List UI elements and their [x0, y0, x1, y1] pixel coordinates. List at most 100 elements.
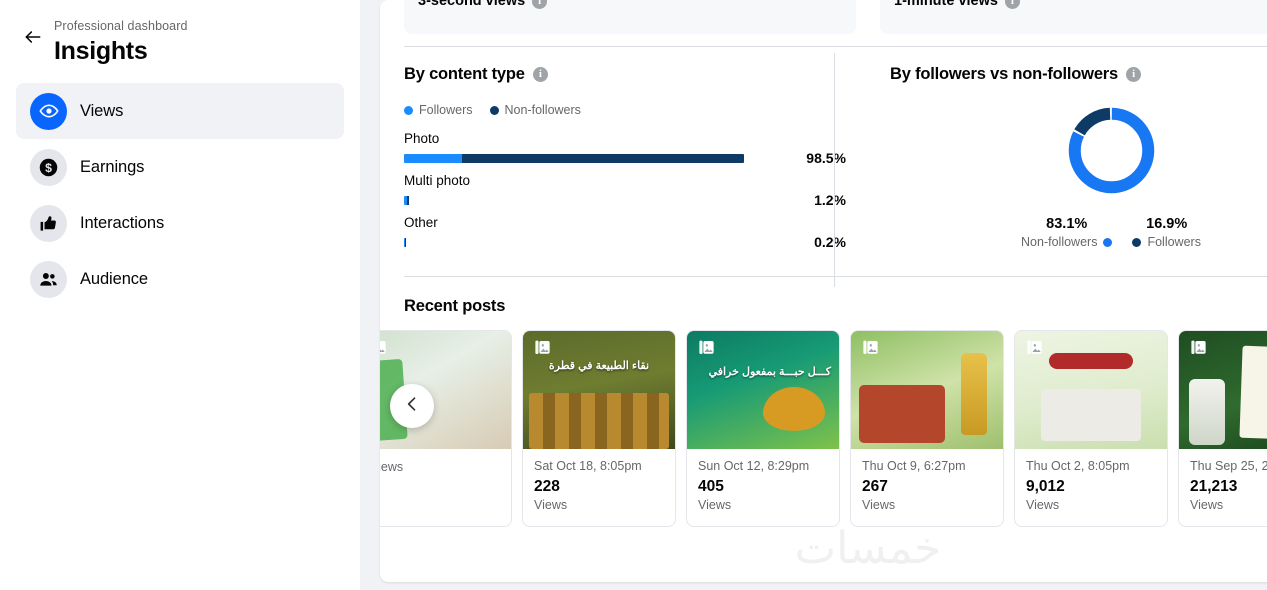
post-card[interactable]: كـــل حبـــة بمفعول خرافي [686, 330, 840, 527]
sidebar-item-earnings[interactable]: $ Earnings [16, 139, 344, 195]
main-content: 3-second views i 1-minute views i [380, 0, 1267, 590]
post-view-count: 267 [862, 478, 888, 495]
donut-chart: 83.1% Non-followers 16.9% [890, 102, 1267, 249]
metric-label: 1-minute views [894, 0, 998, 9]
post-thumbnail [851, 331, 1003, 449]
post-card[interactable]: Thu Oct 9, 6:27pm 267 Views [850, 330, 1004, 527]
content-type-bars: Photo 98.5% Multi pho [404, 128, 846, 250]
post-card[interactable]: Views [380, 330, 512, 527]
post-card-list: Views نقاء الطبيعة في قطرة [380, 330, 1267, 527]
bar-track [404, 237, 744, 247]
metric-card-1-minute-views[interactable]: 1-minute views i [880, 0, 1267, 34]
section-divider [404, 276, 1267, 277]
post-card[interactable]: نقاء الطبيعة في قطرة [522, 330, 676, 527]
photo-stack-icon [697, 339, 716, 358]
legend-item-followers: Followers [404, 103, 473, 117]
post-card[interactable]: Thu Oct 2, 8:05pm 9,012 Views [1014, 330, 1168, 527]
bar-value: 1.2% [814, 192, 846, 208]
donut-label: Non-followers [1021, 235, 1098, 249]
legend-label: Followers [419, 103, 473, 117]
metric-card-3-second-views[interactable]: 3-second views i [404, 0, 856, 34]
sidebar-item-interactions[interactable]: Interactions [16, 195, 344, 251]
breadcrumb: Professional dashboard [54, 19, 188, 33]
sidebar-item-views[interactable]: Views [16, 83, 344, 139]
sidebar-title-block: Professional dashboard Insights [50, 10, 188, 67]
sidebar: Professional dashboard Insights Views [0, 0, 360, 590]
bar-label: Photo [404, 131, 440, 146]
donut-value: 83.1% [1046, 216, 1088, 232]
bar-value: 0.2% [814, 234, 846, 250]
info-icon[interactable]: i [532, 67, 548, 82]
back-button[interactable] [16, 22, 50, 56]
post-date: Sat Oct 18, 8:05pm [534, 459, 642, 473]
thumbs-up-icon [30, 204, 67, 242]
post-views-label: Views [862, 498, 896, 512]
bar-segment-non-followers [462, 153, 744, 163]
post-date: Thu Oct 9, 6:27pm [862, 459, 966, 473]
by-followers-section: By followers vs non-followers i [864, 65, 1267, 254]
sidebar-item-label: Views [80, 101, 124, 120]
donut-label: Followers [1147, 235, 1201, 249]
post-date: Thu Oct 2, 8:05pm [1026, 459, 1130, 473]
bar-row-photo: Photo 98.5% [404, 128, 846, 166]
bar-value: 98.5% [806, 150, 846, 166]
by-content-type-title: By content type [404, 65, 525, 83]
bar-segment-non-followers [404, 237, 406, 247]
chevron-left-icon [402, 394, 422, 419]
legend-dot-non-followers [1103, 237, 1113, 247]
bar-segment-followers [404, 153, 463, 163]
post-meta: Sat Oct 18, 8:05pm 228 Views [523, 449, 675, 526]
bar-row-other: Other 0.2% [404, 212, 846, 250]
legend-dot-followers [1132, 237, 1142, 247]
info-icon[interactable]: i [1004, 0, 1020, 9]
recent-posts-title: Recent posts [404, 297, 506, 315]
post-thumbnail: نقاء الطبيعة في قطرة [523, 331, 675, 449]
post-meta: Sun Oct 12, 8:29pm 405 Views [687, 449, 839, 526]
by-followers-title: By followers vs non-followers [890, 65, 1118, 83]
sidebar-header: Professional dashboard Insights [16, 0, 344, 71]
sidebar-item-audience[interactable]: Audience [16, 251, 344, 307]
layout-gutter [360, 0, 380, 590]
metric-cards: 3-second views i 1-minute views i [404, 0, 1267, 34]
bar-track [404, 153, 744, 163]
post-card[interactable]: Thu Sep 25, 2:02pm 21,213 Views [1178, 330, 1267, 527]
section-title: By content type i [404, 65, 846, 84]
post-view-count: 405 [698, 478, 724, 495]
post-views-label: Views [534, 498, 568, 512]
bar-label: Other [404, 215, 438, 230]
page-title: Insights [54, 37, 148, 65]
photo-stack-icon [1189, 339, 1208, 358]
sidebar-item-label: Audience [80, 269, 149, 288]
photo-stack-icon [1025, 339, 1044, 358]
section-title: By followers vs non-followers i [890, 65, 1267, 84]
donut-legend-non-followers: 83.1% Non-followers [1021, 215, 1113, 249]
info-icon[interactable]: i [1126, 67, 1141, 82]
post-view-count: 21,213 [1190, 478, 1238, 495]
donut-arc-non-followers [1068, 107, 1154, 194]
bar-chart-legend: Followers Non-followers [404, 103, 846, 117]
bar-segment-followers [404, 237, 405, 247]
post-views-label: Views [380, 460, 404, 474]
info-icon[interactable]: i [532, 0, 548, 9]
post-meta: Views [380, 449, 511, 488]
charts-row: By content type i Followers Non-follower… [404, 47, 1267, 287]
photo-stack-icon [861, 339, 880, 358]
watermark: خمسات [794, 523, 942, 574]
bar-segment-non-followers [406, 195, 410, 205]
by-content-type-section: By content type i Followers Non-follower… [404, 65, 864, 254]
legend-dot-non-followers [489, 105, 499, 115]
post-view-count: 228 [534, 478, 560, 495]
dollar-icon: $ [30, 148, 67, 186]
donut-legend-followers: 16.9% Followers [1132, 215, 1201, 249]
carousel-prev-button[interactable] [390, 384, 434, 428]
donut-graphic [1063, 102, 1160, 199]
post-view-count: 9,012 [1026, 478, 1065, 495]
sidebar-nav: Views $ Earnings Interactions [16, 83, 344, 307]
post-views-label: Views [1190, 498, 1224, 512]
bar-label: Multi photo [404, 173, 471, 188]
svg-text:$: $ [45, 160, 52, 174]
people-icon [30, 260, 67, 298]
photo-stack-icon [380, 339, 388, 358]
bar-row-multi-photo: Multi photo 1.2% [404, 170, 846, 208]
